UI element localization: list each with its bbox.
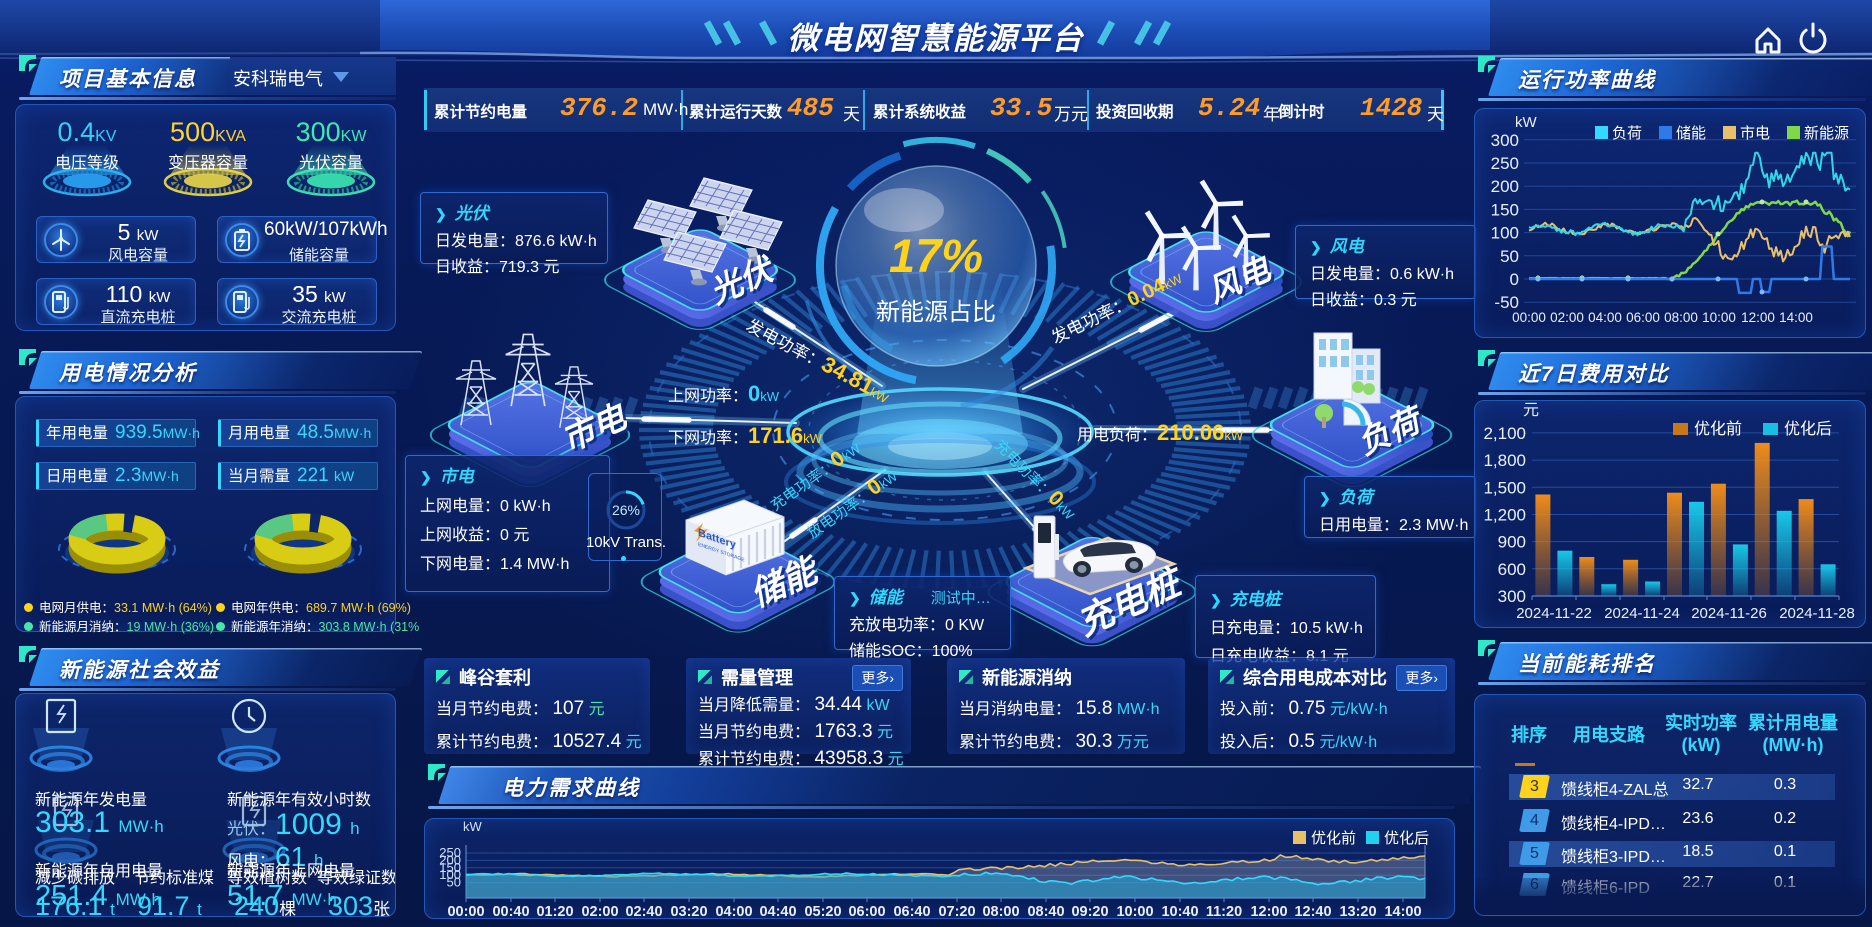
svg-text:12:00: 12:00	[1741, 310, 1775, 325]
svg-text:09:20: 09:20	[1071, 904, 1108, 920]
svg-text:kW: kW	[1515, 114, 1538, 131]
svg-text:08:00: 08:00	[1664, 310, 1698, 325]
svg-text:优化后: 优化后	[1784, 420, 1832, 438]
svg-text:17%: 17%	[889, 229, 983, 282]
svg-text:300: 300	[1498, 587, 1526, 606]
svg-text:14:00: 14:00	[1384, 904, 1421, 920]
svg-text:26%: 26%	[612, 502, 640, 518]
svg-text:08:00: 08:00	[982, 904, 1019, 920]
svg-text:04:00: 04:00	[715, 904, 752, 920]
svg-text:13:20: 13:20	[1339, 904, 1376, 920]
svg-text:00:00: 00:00	[447, 904, 484, 920]
svg-text:900: 900	[1498, 533, 1526, 552]
svg-text:200: 200	[439, 852, 461, 867]
svg-text:06:00: 06:00	[1626, 310, 1660, 325]
svg-text:150: 150	[439, 860, 461, 875]
svg-text:优化前: 优化前	[1311, 830, 1356, 847]
svg-text:600: 600	[1498, 560, 1526, 579]
svg-text:250: 250	[439, 845, 461, 860]
svg-text:负荷: 负荷	[1612, 125, 1642, 142]
svg-text:07:20: 07:20	[938, 904, 975, 920]
svg-text:250: 250	[1491, 154, 1519, 173]
svg-text:02:40: 02:40	[625, 904, 662, 920]
svg-text:03:20: 03:20	[670, 904, 707, 920]
svg-text:14:00: 14:00	[1779, 310, 1813, 325]
svg-text:04:00: 04:00	[1588, 310, 1622, 325]
svg-text:kW: kW	[463, 819, 483, 834]
svg-text:0: 0	[1510, 270, 1519, 289]
svg-text:00:40: 00:40	[492, 904, 529, 920]
svg-text:储能: 储能	[1676, 125, 1706, 142]
svg-text:12:40: 12:40	[1294, 904, 1331, 920]
svg-text:08:40: 08:40	[1027, 904, 1064, 920]
svg-text:优化前: 优化前	[1694, 420, 1742, 438]
svg-text:11:20: 11:20	[1206, 904, 1242, 920]
svg-text:用电负荷：210.06kW: 用电负荷：210.06kW	[1077, 420, 1244, 445]
svg-text:50: 50	[447, 875, 461, 890]
svg-text:12:00: 12:00	[1250, 904, 1287, 920]
svg-text:10:00: 10:00	[1116, 904, 1153, 920]
svg-text:1,500: 1,500	[1483, 478, 1526, 497]
svg-text:100: 100	[439, 867, 461, 882]
svg-text:10:40: 10:40	[1161, 904, 1198, 920]
svg-text:200: 200	[1491, 177, 1519, 196]
svg-text:04:40: 04:40	[759, 904, 796, 920]
svg-text:02:00: 02:00	[1550, 310, 1584, 325]
svg-text:300: 300	[1491, 131, 1519, 150]
svg-text:优化后: 优化后	[1384, 830, 1429, 847]
svg-text:06:00: 06:00	[848, 904, 885, 920]
svg-text:2024-11-26: 2024-11-26	[1691, 605, 1767, 622]
svg-text:150: 150	[1491, 200, 1519, 219]
svg-text:10:00: 10:00	[1702, 310, 1736, 325]
svg-text:06:40: 06:40	[893, 904, 930, 920]
svg-text:-50: -50	[1494, 293, 1519, 312]
svg-text:1,800: 1,800	[1483, 451, 1526, 470]
svg-text:2024-11-24: 2024-11-24	[1604, 605, 1680, 622]
svg-text:市电: 市电	[1740, 125, 1770, 142]
svg-text:00:00: 00:00	[1512, 310, 1546, 325]
svg-text:05:20: 05:20	[804, 904, 841, 920]
svg-text:新能源占比: 新能源占比	[876, 299, 996, 326]
svg-text:50: 50	[1500, 247, 1519, 266]
svg-text:新能源: 新能源	[1804, 125, 1849, 142]
svg-text:2,100: 2,100	[1483, 424, 1526, 443]
svg-text:01:20: 01:20	[536, 904, 573, 920]
svg-text:2024-11-28: 2024-11-28	[1779, 605, 1855, 622]
svg-text:2024-11-22: 2024-11-22	[1516, 605, 1592, 622]
svg-text:元: 元	[1523, 402, 1539, 419]
svg-text:02:00: 02:00	[581, 904, 618, 920]
svg-text:100: 100	[1491, 224, 1519, 243]
svg-text:下网功率：171.6kW: 下网功率：171.6kW	[668, 423, 823, 448]
svg-text:1,200: 1,200	[1483, 506, 1526, 525]
